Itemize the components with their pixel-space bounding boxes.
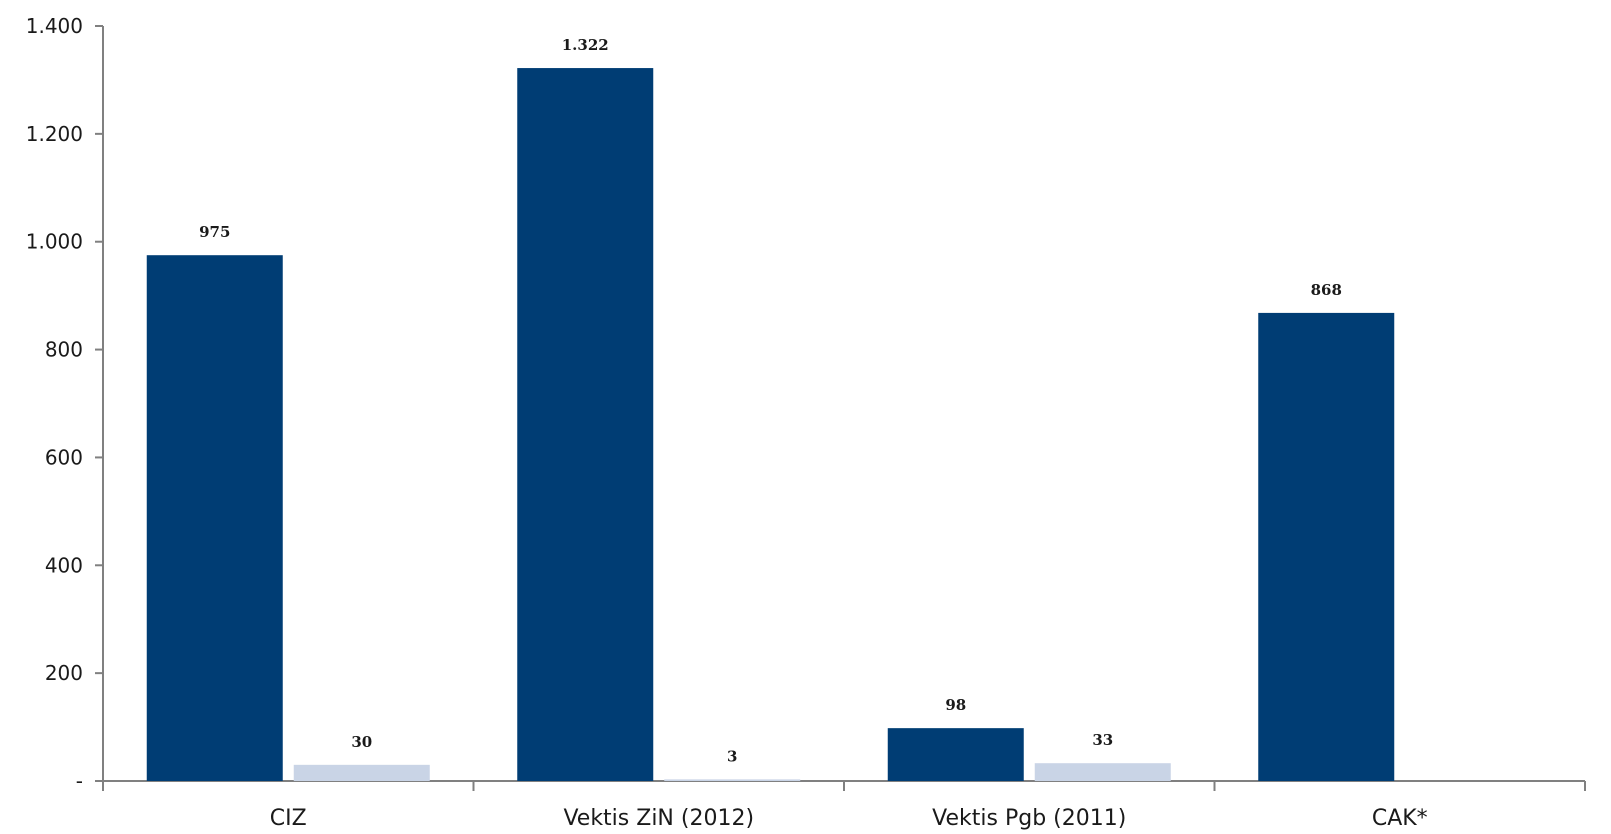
chart-labels: CIZ Vektis ZiN (2012) Vektis Pgb (2011) CAK…	[199, 36, 1428, 831]
y-tick-label: 800	[45, 338, 83, 362]
y-tick-label: 1.000	[26, 230, 83, 254]
bar	[517, 68, 654, 782]
y-tick-label: 200	[45, 661, 83, 685]
x-category-label: Vektis ZiN (2012)	[563, 806, 754, 831]
x-category-label: CIZ	[270, 806, 307, 831]
bar-value-label: 3	[727, 747, 737, 765]
y-tick-label: -	[76, 769, 83, 793]
bar	[1034, 763, 1171, 781]
x-category-label: CAK*	[1372, 806, 1428, 831]
bar-value-label: 98	[945, 696, 966, 714]
bar	[887, 728, 1024, 781]
x-category-label: Vektis Pgb (2011)	[932, 806, 1126, 831]
chart-bars	[146, 68, 1395, 782]
y-tick-label: 400	[45, 553, 83, 577]
bar-value-label: 868	[1311, 281, 1342, 299]
bar-value-label: 975	[199, 223, 230, 241]
bar	[664, 779, 801, 781]
bar-value-label: 33	[1092, 731, 1113, 749]
bar	[293, 764, 430, 781]
y-tick-label: 1.200	[26, 122, 83, 146]
bar-value-label: 30	[351, 733, 372, 751]
bar	[1258, 312, 1395, 781]
y-tick-label: 1.400	[26, 14, 83, 38]
bar	[146, 255, 283, 782]
y-tick-label: 600	[45, 445, 83, 469]
bar-value-label: 1.322	[562, 36, 609, 54]
